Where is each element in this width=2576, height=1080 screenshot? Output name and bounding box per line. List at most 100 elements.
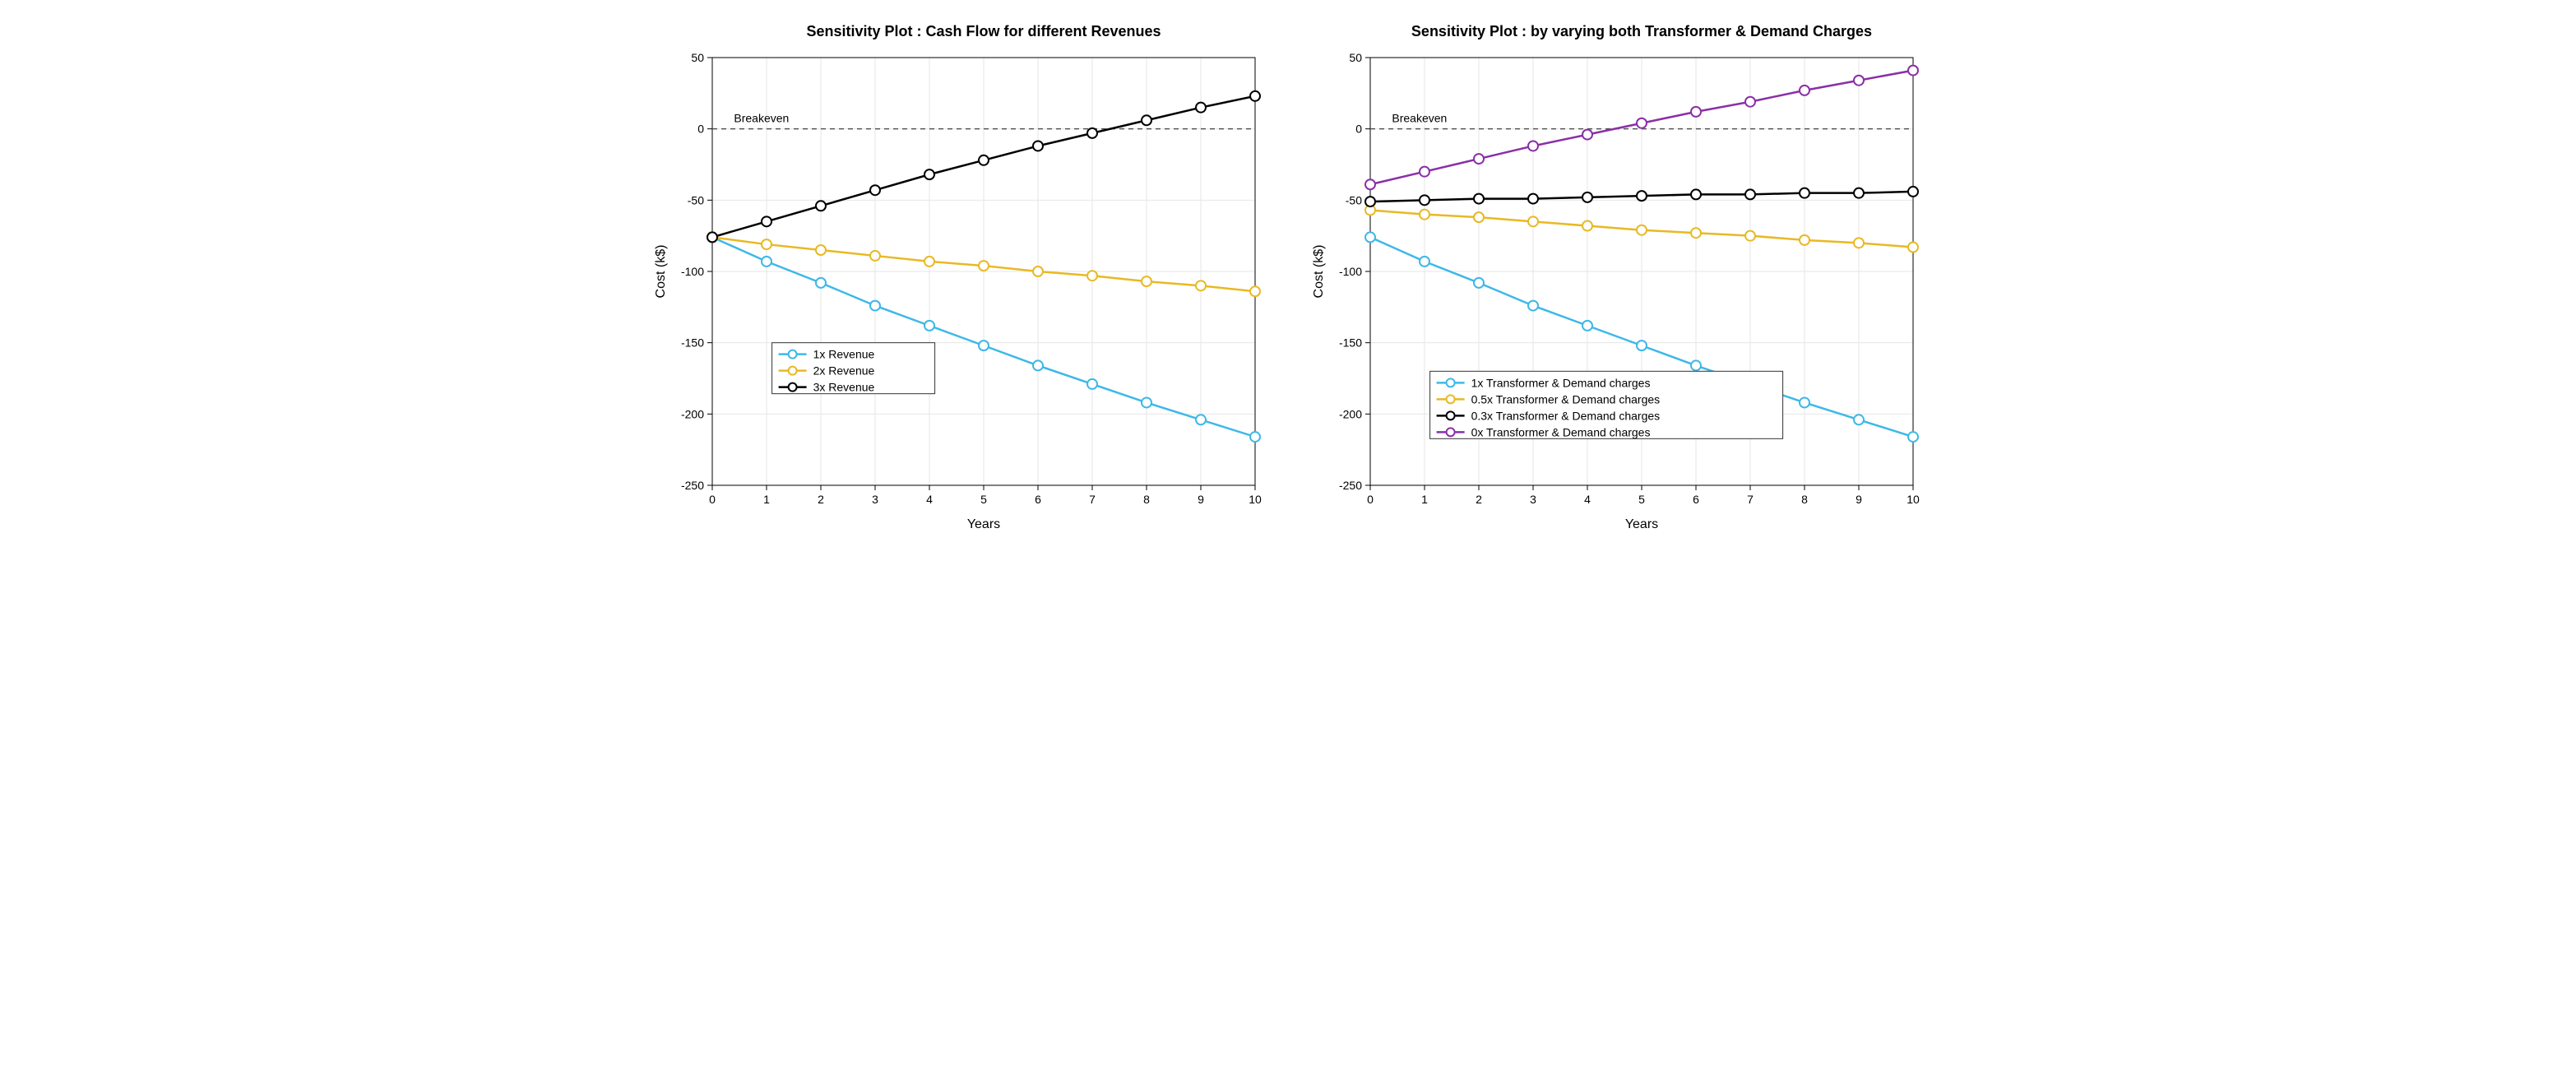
chart-left: 012345678910-250-200-150-100-50050Breake… xyxy=(646,16,1272,543)
series-marker xyxy=(979,261,989,271)
series-marker xyxy=(707,232,717,242)
y-tick-label: -150 xyxy=(1339,336,1362,350)
series-marker xyxy=(1142,397,1151,407)
series-marker xyxy=(1474,278,1484,288)
series-marker xyxy=(1908,66,1918,76)
series-marker xyxy=(1745,189,1755,199)
x-tick-label: 6 xyxy=(1693,493,1699,506)
series-marker xyxy=(816,201,826,211)
y-tick-label: -200 xyxy=(681,407,704,420)
series-marker xyxy=(979,341,989,350)
series-marker xyxy=(1474,212,1484,222)
series-marker xyxy=(1142,276,1151,286)
series-marker xyxy=(1420,195,1429,205)
legend-label: 0x Transformer & Demand charges xyxy=(1471,425,1651,438)
series-marker xyxy=(1528,216,1538,226)
series-marker xyxy=(1250,91,1260,101)
series-marker xyxy=(1087,379,1097,389)
series-marker xyxy=(1745,97,1755,107)
series-marker xyxy=(1582,130,1592,140)
y-tick-label: -100 xyxy=(1339,265,1362,278)
y-tick-label: -150 xyxy=(681,336,704,350)
series-marker xyxy=(1420,167,1429,177)
series-marker xyxy=(816,245,826,255)
x-tick-label: 5 xyxy=(1638,493,1645,506)
x-tick-label: 0 xyxy=(1367,493,1374,506)
x-tick-label: 10 xyxy=(1249,493,1262,506)
series-marker xyxy=(1528,194,1538,204)
x-tick-label: 1 xyxy=(763,493,770,506)
series-marker xyxy=(979,155,989,165)
x-axis-label: Years xyxy=(967,517,1000,531)
sensitivity-revenue-chart: 012345678910-250-200-150-100-50050Breake… xyxy=(646,16,1272,543)
legend-label: 0.5x Transformer & Demand charges xyxy=(1471,392,1661,406)
series-marker xyxy=(924,257,934,267)
legend-label: 1x Transformer & Demand charges xyxy=(1471,376,1651,389)
y-tick-label: 0 xyxy=(697,123,704,136)
series-marker xyxy=(1854,76,1864,86)
x-tick-label: 6 xyxy=(1035,493,1041,506)
legend-label: 1x Revenue xyxy=(813,348,875,361)
series-marker xyxy=(1745,231,1755,241)
series-marker xyxy=(1528,301,1538,311)
breakeven-label: Breakeven xyxy=(734,112,789,125)
series-marker xyxy=(1691,360,1701,370)
breakeven-label: Breakeven xyxy=(1392,112,1447,125)
series-marker xyxy=(1854,415,1864,424)
series-marker xyxy=(1033,141,1043,151)
series-marker xyxy=(1582,221,1592,231)
legend-label: 2x Revenue xyxy=(813,364,875,378)
series-marker xyxy=(1087,128,1097,138)
legend-label: 3x Revenue xyxy=(813,381,875,394)
x-tick-label: 9 xyxy=(1198,493,1204,506)
chart-right: 012345678910-250-200-150-100-50050Breake… xyxy=(1304,16,1930,543)
series-marker xyxy=(1637,225,1647,235)
y-tick-label: 50 xyxy=(691,51,704,64)
y-axis-label: Cost (k$) xyxy=(1312,245,1326,299)
x-tick-label: 10 xyxy=(1907,493,1920,506)
series-marker xyxy=(1196,415,1206,424)
charts-row: 012345678910-250-200-150-100-50050Breake… xyxy=(16,16,2560,543)
series-marker xyxy=(1365,197,1375,206)
series-marker xyxy=(1196,280,1206,290)
series-marker xyxy=(870,251,880,261)
series-marker xyxy=(1854,238,1864,248)
series-marker xyxy=(1420,257,1429,267)
x-tick-label: 4 xyxy=(926,493,933,506)
x-tick-label: 7 xyxy=(1747,493,1754,506)
series-marker xyxy=(1474,154,1484,164)
series-marker xyxy=(1691,228,1701,238)
series-marker xyxy=(1365,179,1375,189)
series-marker xyxy=(1691,189,1701,199)
x-tick-label: 8 xyxy=(1801,493,1808,506)
series-marker xyxy=(924,169,934,179)
series-marker xyxy=(816,278,826,288)
x-tick-label: 4 xyxy=(1584,493,1591,506)
x-tick-label: 3 xyxy=(1530,493,1536,506)
x-tick-label: 2 xyxy=(1476,493,1482,506)
series-marker xyxy=(1474,194,1484,204)
y-tick-label: 0 xyxy=(1355,123,1362,136)
y-tick-label: -50 xyxy=(1346,193,1362,206)
series-marker xyxy=(762,239,771,249)
x-tick-label: 7 xyxy=(1089,493,1096,506)
y-tick-label: -250 xyxy=(681,479,704,492)
series-marker xyxy=(762,257,771,267)
x-tick-label: 5 xyxy=(980,493,987,506)
series-marker xyxy=(1250,286,1260,296)
chart-title: Sensitivity Plot : by varying both Trans… xyxy=(1411,23,1872,39)
x-tick-label: 9 xyxy=(1856,493,1862,506)
series-marker xyxy=(1582,192,1592,202)
series-marker xyxy=(762,216,771,226)
series-marker xyxy=(1365,232,1375,242)
series-marker xyxy=(1142,115,1151,125)
series-marker xyxy=(1196,103,1206,113)
series-marker xyxy=(1250,432,1260,442)
series-marker xyxy=(1582,321,1592,331)
y-tick-label: -200 xyxy=(1339,407,1362,420)
y-tick-label: -100 xyxy=(681,265,704,278)
series-marker xyxy=(1800,86,1809,95)
y-tick-label: -250 xyxy=(1339,479,1362,492)
series-marker xyxy=(1908,432,1918,442)
x-tick-label: 3 xyxy=(872,493,878,506)
